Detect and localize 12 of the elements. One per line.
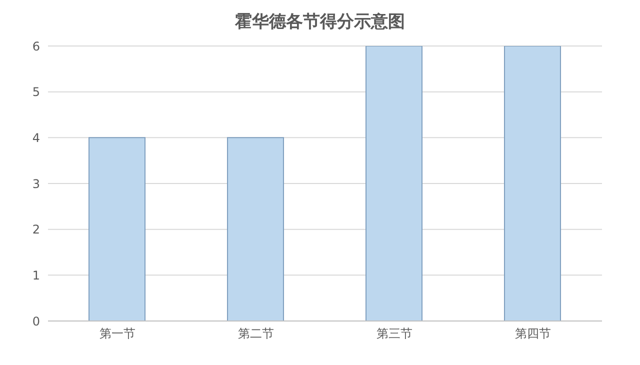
y-tick-label: 2 bbox=[32, 222, 40, 237]
chart-title: 霍华德各节得分示意图 bbox=[234, 11, 406, 34]
y-tick-label: 3 bbox=[32, 176, 40, 191]
y-tick-label: 1 bbox=[32, 268, 40, 282]
x-tick-label: 第一节 bbox=[99, 326, 136, 341]
x-tick-label: 第四节 bbox=[514, 326, 551, 341]
y-tick-label: 5 bbox=[32, 85, 40, 100]
x-tick-label: 第二节 bbox=[238, 326, 274, 341]
y-tick-label: 0 bbox=[32, 314, 40, 328]
y-tick-label: 4 bbox=[32, 130, 40, 145]
x-tick-label: 第三节 bbox=[376, 326, 412, 341]
y-tick-label: 6 bbox=[32, 39, 40, 54]
